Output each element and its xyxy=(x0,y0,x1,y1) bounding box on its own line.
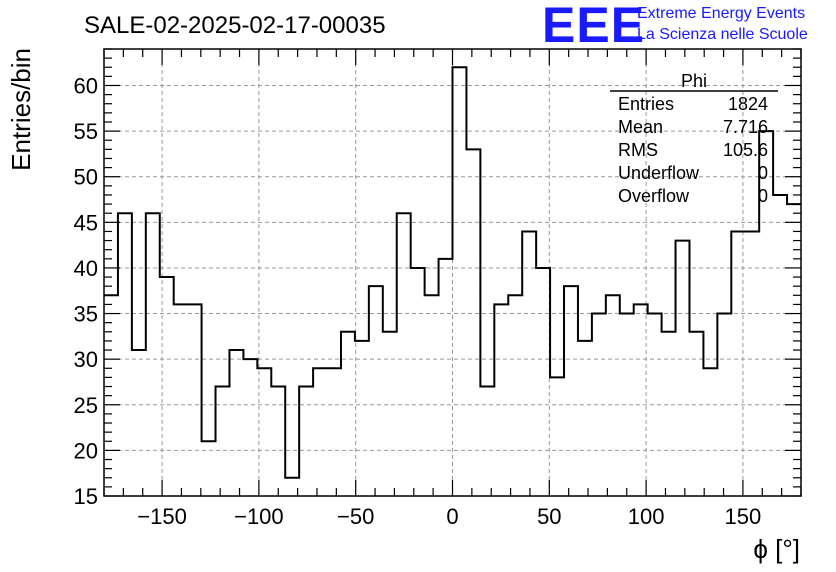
grid-lines xyxy=(104,49,801,496)
stats-value-overflow: 0 xyxy=(758,186,768,206)
y-tick-label: 35 xyxy=(74,302,98,327)
x-tick-label: 150 xyxy=(725,504,762,529)
logo-line-1: Extreme Energy Events xyxy=(637,5,805,22)
logo-mark: EEE xyxy=(542,0,645,53)
stats-value-rms: 105.6 xyxy=(723,140,768,160)
y-axis-label: Entries/bin xyxy=(6,48,36,171)
histogram-series xyxy=(104,66,801,479)
x-tick-labels: −150 −100 −50 0 50 100 150 xyxy=(137,504,761,529)
eee-logo: EEE Extreme Energy Events La Scienza nel… xyxy=(542,0,808,53)
stats-label-overflow: Overflow xyxy=(618,186,690,206)
logo-line-2: La Scienza nelle Scuole xyxy=(637,26,808,43)
stats-value-mean: 7.716 xyxy=(723,117,768,137)
stats-label-entries: Entries xyxy=(618,94,674,114)
y-tick-label: 45 xyxy=(74,210,98,235)
x-tick-label: −150 xyxy=(137,504,187,529)
x-tick-label: 100 xyxy=(628,504,665,529)
y-tick-label: 25 xyxy=(74,393,98,418)
y-tick-label: 40 xyxy=(74,256,98,281)
x-tick-label: −50 xyxy=(337,504,374,529)
stats-value-underflow: 0 xyxy=(758,163,768,183)
y-tick-label: 55 xyxy=(74,119,98,144)
stats-box: Phi Entries 1824 Mean 7.716 RMS 105.6 Un… xyxy=(610,71,778,206)
chart-title: SALE-02-2025-02-17-00035 xyxy=(84,12,386,39)
y-tick-label: 60 xyxy=(74,73,98,98)
axis-ticks xyxy=(103,48,802,497)
y-tick-label: 20 xyxy=(74,438,98,463)
stats-title: Phi xyxy=(681,71,707,91)
stats-value-entries: 1824 xyxy=(728,94,768,114)
y-tick-label: 30 xyxy=(74,347,98,372)
histogram-line xyxy=(104,66,801,479)
y-tick-label: 15 xyxy=(74,484,98,509)
x-tick-label: 0 xyxy=(446,504,458,529)
x-tick-label: −100 xyxy=(234,504,284,529)
stats-label-rms: RMS xyxy=(618,140,658,160)
y-tick-label: 50 xyxy=(74,165,98,190)
x-axis-label: ϕ [°] xyxy=(753,534,800,564)
stats-label-mean: Mean xyxy=(618,117,663,137)
stats-label-underflow: Underflow xyxy=(618,163,700,183)
x-tick-label: 50 xyxy=(537,504,561,529)
y-tick-labels: 15 20 25 30 35 40 45 50 55 60 xyxy=(74,73,98,509)
